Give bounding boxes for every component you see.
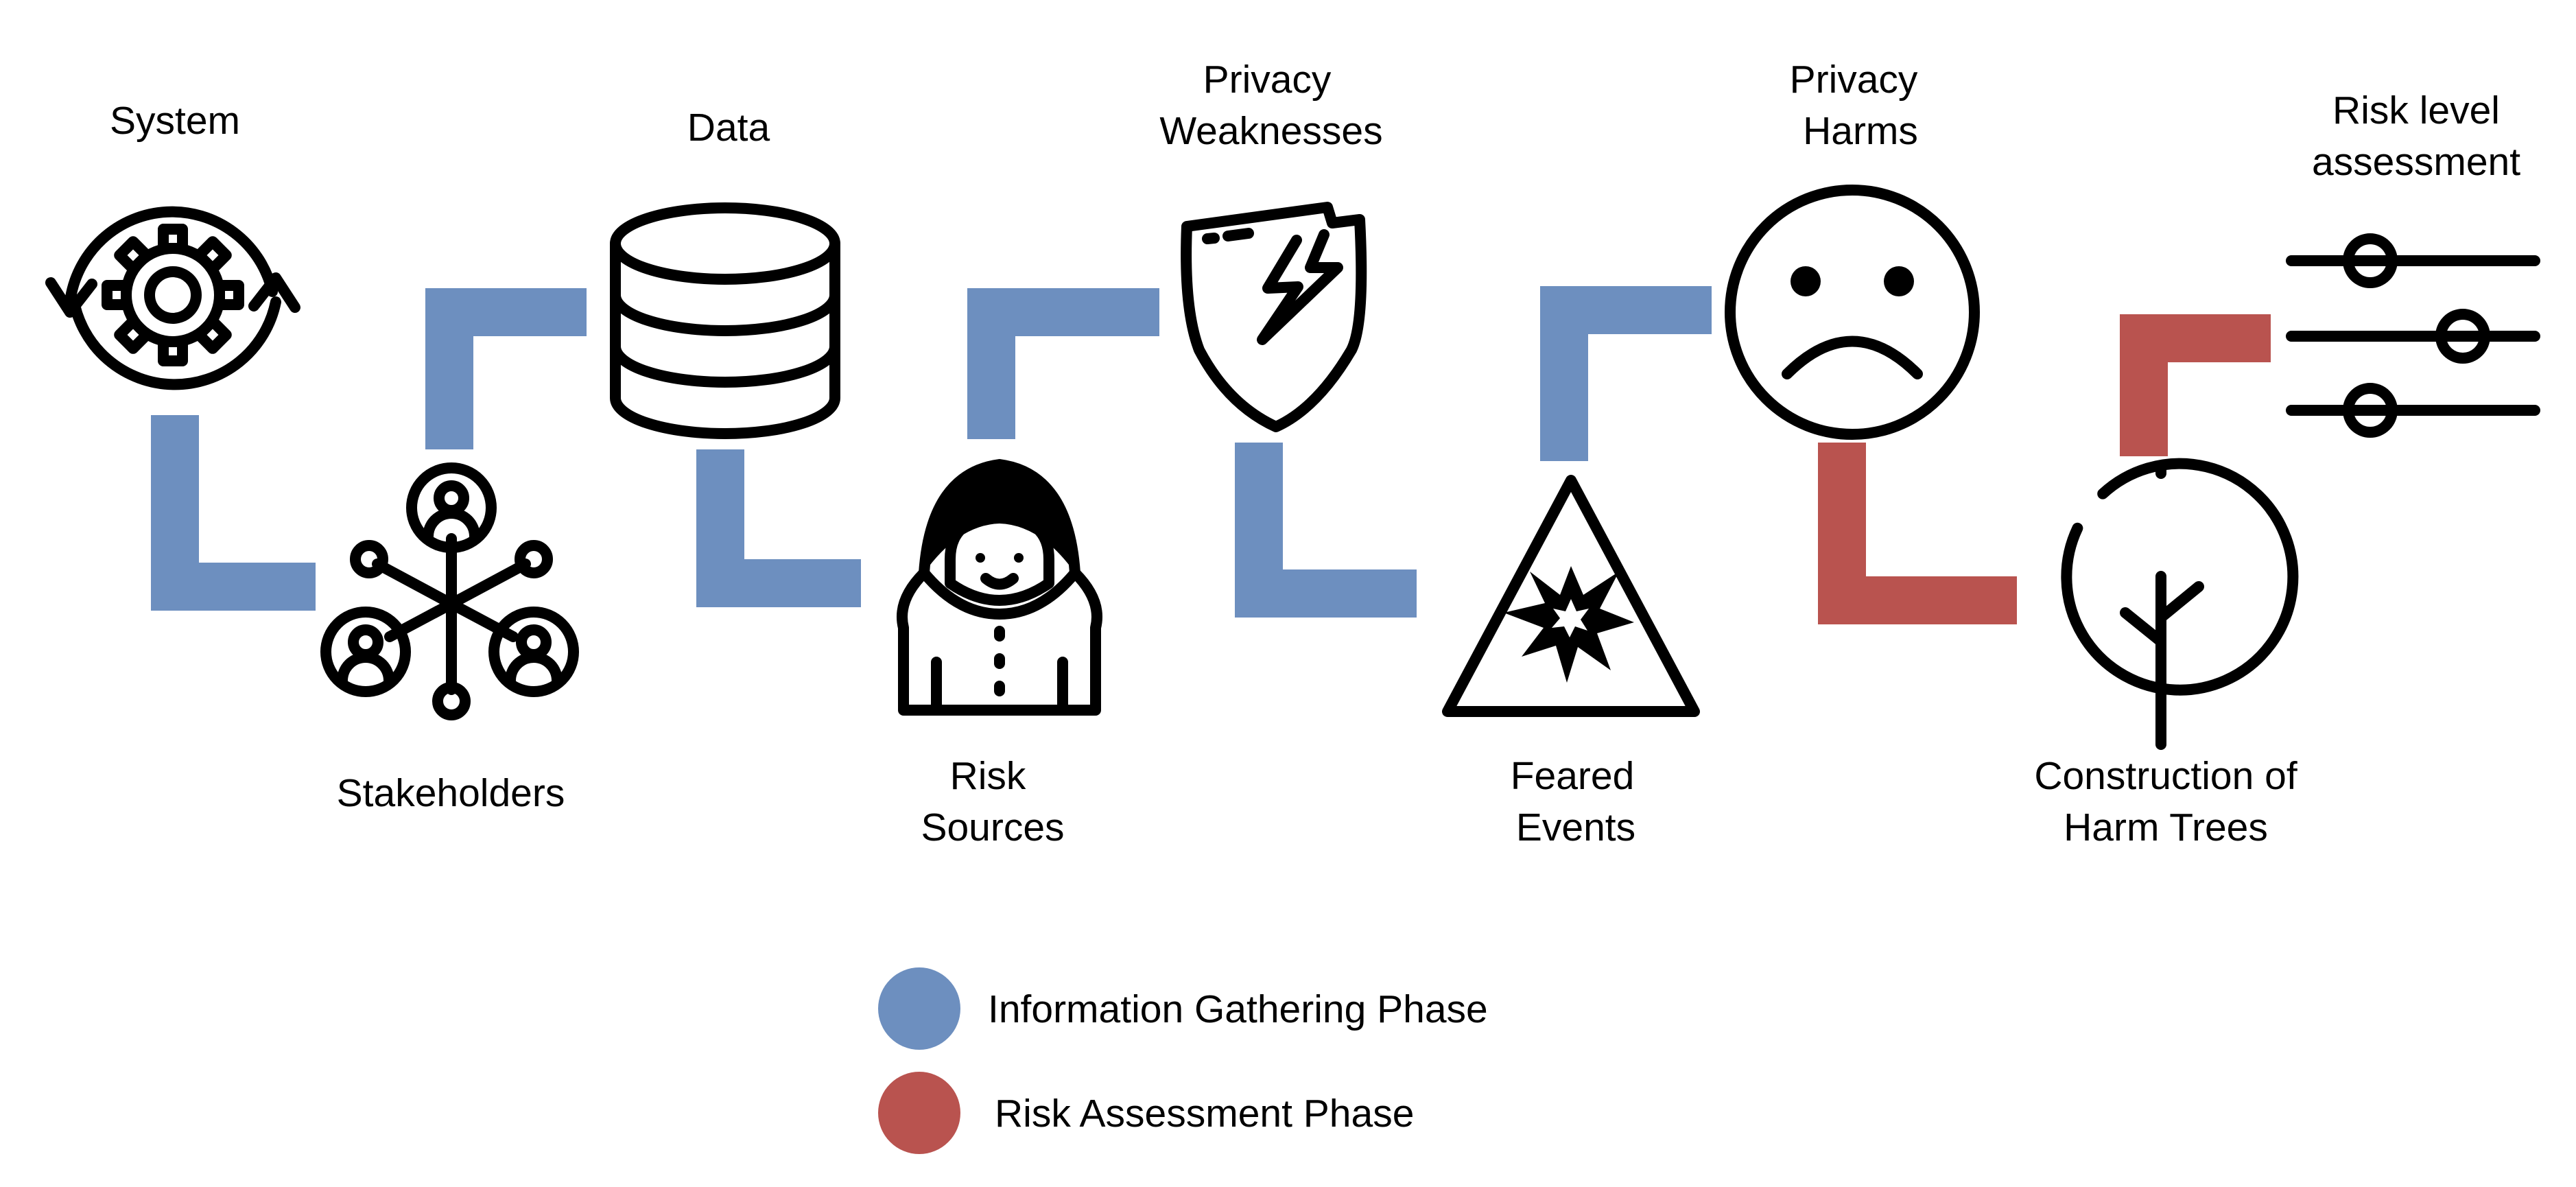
connector-harm-trees-risk-level <box>2120 314 2271 456</box>
connector-system-stakeholders <box>151 415 316 611</box>
labels: System Stakeholders Data Risk Sources Pr… <box>110 58 2520 849</box>
connector-risk-sources-weaknesses <box>967 288 1159 439</box>
people-network-icon <box>320 462 579 720</box>
legend-swatch-risk-assessment <box>878 1072 960 1154</box>
label-harm-trees-line1: Construction of <box>2034 754 2297 798</box>
label-system: System <box>110 99 240 143</box>
label-privacy-weaknesses-line1: Privacy <box>1203 58 1332 102</box>
label-stakeholders: Stakeholders <box>337 771 565 815</box>
database-icon <box>610 202 840 439</box>
sad-face-icon <box>1725 185 1980 440</box>
legend-label-information-gathering: Information Gathering Phase <box>988 987 1488 1031</box>
label-feared-events-line1: Feared <box>1511 754 1635 798</box>
connector-stakeholders-data <box>425 288 587 449</box>
connector-harms-harm-trees <box>1818 443 2017 624</box>
label-risk-level-line2: assessment <box>2312 140 2520 184</box>
label-privacy-weaknesses-line2: Weaknesses <box>1159 109 1382 153</box>
hooded-hacker-icon <box>897 459 1102 716</box>
connector-data-risk-sources <box>696 449 861 607</box>
tree-icon <box>2061 458 2299 750</box>
label-feared-events-line2: Events <box>1516 806 1635 849</box>
sliders-icon <box>2286 233 2540 438</box>
label-privacy-harms-line1: Privacy <box>1790 58 1918 102</box>
label-risk-sources-line1: Risk <box>950 754 1026 798</box>
connectors <box>151 286 2271 624</box>
connector-feared-events-harms <box>1540 286 1712 461</box>
label-risk-sources-line2: Sources <box>921 806 1064 849</box>
label-harm-trees-line2: Harm Trees <box>2064 806 2268 849</box>
label-risk-level-line1: Risk level <box>2332 89 2500 132</box>
broken-shield-icon <box>1181 202 1367 432</box>
legend: Information Gathering Phase Risk Assessm… <box>878 967 1488 1154</box>
connector-weaknesses-feared-events <box>1235 443 1417 618</box>
label-data: Data <box>687 106 770 150</box>
legend-swatch-information-gathering <box>878 967 960 1050</box>
label-privacy-harms-line2: Harms <box>1803 109 1918 153</box>
gear-cycle-icon <box>45 206 300 390</box>
warning-triangle-icon <box>1442 475 1700 717</box>
legend-label-risk-assessment: Risk Assessment Phase <box>995 1092 1414 1136</box>
